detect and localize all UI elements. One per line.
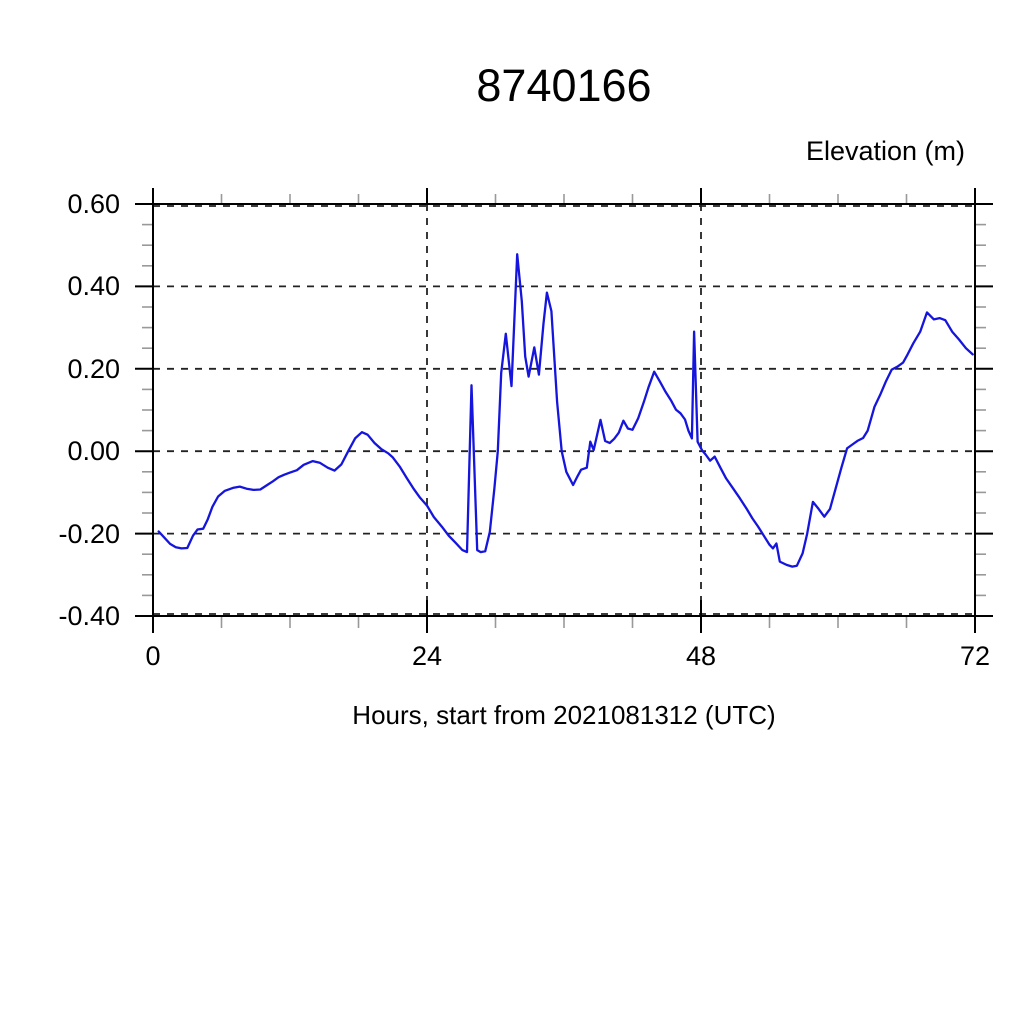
x-axis-title: Hours, start from 2021081312 (UTC) [352,700,776,730]
x-tick-label: 48 [685,641,717,671]
x-tick-label: 72 [959,641,991,671]
y-tick-label: -0.40 [58,601,120,631]
plot-frame [152,203,976,617]
chart-title: 8740166 [476,60,652,111]
x-tick-label: 24 [411,641,443,671]
elevation-line [157,253,974,568]
y-tick-label: 0.00 [67,436,120,467]
x-tick-label: 0 [145,641,161,671]
right-axis-label: Elevation (m) [805,136,965,166]
y-tick-label: 0.20 [67,353,120,384]
y-tick-label: -0.20 [58,518,120,549]
y-tick-label: 0.60 [67,189,120,219]
y-tick-label: 0.40 [67,271,120,302]
